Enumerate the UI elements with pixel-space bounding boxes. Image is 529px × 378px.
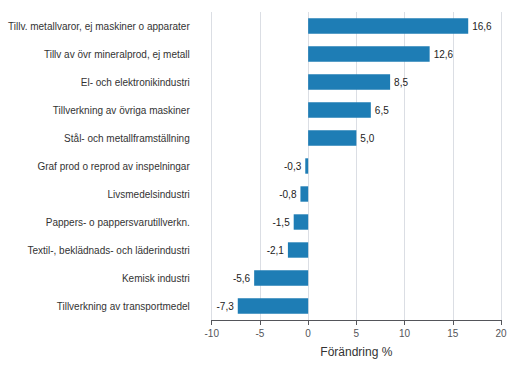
svg-text:10: 10 xyxy=(399,328,411,339)
svg-text:-2,1: -2,1 xyxy=(267,245,285,256)
svg-text:-5,6: -5,6 xyxy=(233,273,251,284)
svg-text:Livsmedelsindustri: Livsmedelsindustri xyxy=(107,189,189,200)
svg-text:Pappers- o pappersvarutillverk: Pappers- o pappersvarutillverkn. xyxy=(46,217,190,228)
svg-text:El- och elektronikindustri: El- och elektronikindustri xyxy=(81,77,190,88)
svg-text:16,6: 16,6 xyxy=(472,21,492,32)
svg-text:-1,5: -1,5 xyxy=(272,217,290,228)
svg-text:Kemisk industri: Kemisk industri xyxy=(122,273,190,284)
svg-text:-0,8: -0,8 xyxy=(279,189,297,200)
svg-text:-0,3: -0,3 xyxy=(284,161,302,172)
svg-text:-7,3: -7,3 xyxy=(217,301,235,312)
svg-text:12,6: 12,6 xyxy=(434,49,454,60)
svg-text:Förändring %: Förändring % xyxy=(320,345,392,359)
svg-text:Stål- och metallframställning: Stål- och metallframställning xyxy=(64,133,190,144)
svg-text:8,5: 8,5 xyxy=(394,77,408,88)
svg-text:5,0: 5,0 xyxy=(360,133,374,144)
svg-text:-5: -5 xyxy=(255,328,264,339)
svg-text:6,5: 6,5 xyxy=(375,105,389,116)
svg-text:Tillverkning av övriga maskine: Tillverkning av övriga maskiner xyxy=(53,105,191,116)
svg-text:Tillv av övr mineralprod, ej m: Tillv av övr mineralprod, ej metall xyxy=(44,49,190,60)
svg-text:20: 20 xyxy=(495,328,507,339)
svg-text:Tillv. metallvaror, ej maskine: Tillv. metallvaror, ej maskiner o appara… xyxy=(8,21,190,32)
svg-text:-10: -10 xyxy=(205,328,220,339)
svg-text:Textil-, beklädnads- och läder: Textil-, beklädnads- och läderindustri xyxy=(27,245,189,256)
svg-text:0: 0 xyxy=(305,328,311,339)
svg-text:5: 5 xyxy=(354,328,360,339)
svg-text:Tillverkning av transportmedel: Tillverkning av transportmedel xyxy=(57,301,190,312)
svg-text:15: 15 xyxy=(447,328,459,339)
svg-text:Graf prod o reprod av inspelni: Graf prod o reprod av inspelningar xyxy=(37,161,190,172)
